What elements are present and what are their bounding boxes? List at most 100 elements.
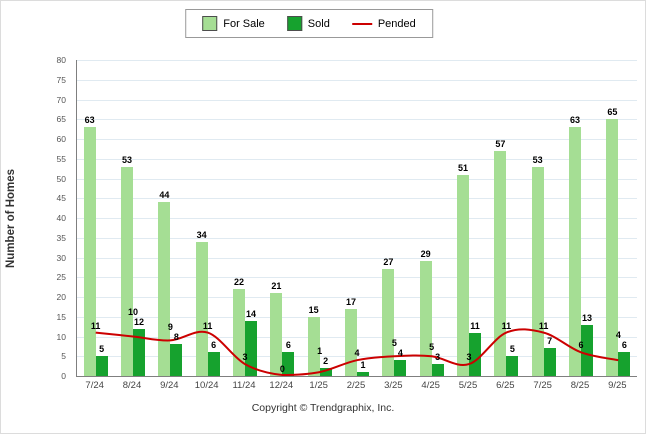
for-sale-value-label: 44: [159, 190, 170, 201]
x-axis: 7/24 8/24 9/24 10/24 11/24 12/24 1/25 2/25 3/25 4…: [76, 380, 636, 394]
y-tick-label: 25: [56, 272, 66, 283]
gridline: [77, 277, 637, 279]
x-tick-label: 4/25: [421, 380, 440, 391]
for-sale-bar: [531, 166, 544, 376]
sold-value-label: 1: [360, 360, 366, 371]
sold-value-label: 8: [173, 332, 179, 343]
x-tick-label: 11/24: [232, 380, 256, 391]
gridline: [77, 198, 637, 200]
sold-value-label: 3: [435, 352, 441, 363]
x-tick-label: 7/25: [533, 380, 552, 391]
sold-bar: [543, 348, 556, 376]
sold-bar: [357, 372, 369, 376]
legend-item-pended: Pended: [351, 17, 416, 30]
sold-bar: [245, 320, 257, 376]
for-sale-value-label: 21: [271, 281, 282, 292]
pended-value-label: 6: [578, 340, 584, 351]
pended-value-label: 3: [466, 352, 472, 363]
x-tick-label: 9/24: [160, 380, 179, 391]
pended-value-label: 11: [538, 320, 549, 331]
legend-label-pended: Pended: [377, 17, 416, 30]
sold-swatch-icon: [286, 16, 302, 31]
sold-bar: [133, 328, 145, 376]
y-tick-label: 50: [56, 173, 66, 184]
sold-bar: [282, 352, 295, 376]
pended-value-label: 10: [127, 306, 138, 317]
y-tick-label: 10: [56, 331, 66, 342]
for-sale-bar: [419, 261, 432, 376]
sold-value-label: 13: [581, 312, 592, 323]
y-tick-label: 0: [61, 371, 66, 381]
gridline: [77, 60, 637, 61]
for-sale-value-label: 57: [495, 138, 506, 149]
for-sale-bar: [195, 241, 208, 376]
for-sale-bar: [382, 269, 395, 376]
y-axis: 0 5 10 15 20 25 30 35 40 45 50 55 60 65 70 75 80: [1, 55, 71, 381]
y-tick-label: 65: [56, 114, 66, 125]
y-tick-label: 40: [56, 213, 66, 223]
sold-value-label: 6: [211, 340, 217, 351]
pended-value-label: 5: [429, 342, 435, 353]
legend: For Sale Sold Pended: [185, 9, 433, 38]
sold-value-label: 7: [547, 336, 553, 347]
sold-bar: [319, 368, 332, 376]
x-tick-label: 8/24: [122, 380, 142, 391]
copyright-text: Copyright © Trendgraphix, Inc.: [251, 402, 395, 414]
x-tick-label: 8/25: [570, 380, 590, 391]
x-tick-label: 1/25: [309, 380, 328, 391]
for-sale-value-label: 53: [532, 154, 543, 165]
y-tick-label: 60: [56, 134, 66, 144]
pended-line: [95, 328, 619, 376]
gridline: [77, 336, 637, 338]
x-tick-label: 5/25: [458, 380, 478, 391]
y-tick-label: 20: [56, 292, 66, 302]
y-tick-label: 45: [56, 193, 66, 204]
sold-value-label: 4: [397, 348, 403, 359]
x-tick-label: 2/25: [346, 380, 366, 391]
pended-value-label: 9: [167, 322, 173, 333]
for-sale-bar: [345, 308, 357, 376]
gridline: [77, 178, 637, 180]
for-sale-bar: [158, 202, 171, 376]
legend-label-for-sale: For Sale: [223, 17, 265, 30]
y-tick-label: 5: [61, 351, 66, 362]
gridline: [77, 237, 637, 239]
gridline: [77, 316, 637, 318]
sold-bar: [95, 356, 108, 376]
for-sale-value-label: 63: [569, 115, 580, 126]
gridline: [77, 257, 637, 259]
for-sale-bar: [233, 289, 245, 376]
x-tick-label: 7/24: [85, 380, 104, 391]
for-sale-bar: [606, 119, 619, 376]
sold-bar: [581, 324, 593, 376]
sold-value-label: 6: [621, 340, 627, 351]
sold-bar: [394, 360, 407, 376]
sold-value-label: 5: [99, 344, 105, 355]
x-tick-label: 12/24: [269, 380, 294, 391]
legend-label-sold: Sold: [307, 17, 330, 30]
x-tick-label: 3/25: [384, 380, 403, 391]
for-sale-bar: [83, 127, 96, 376]
for-sale-value-label: 63: [84, 115, 95, 126]
for-sale-value-label: 17: [345, 296, 356, 307]
sold-value-label: 11: [470, 320, 480, 331]
y-tick-label: 70: [56, 94, 66, 105]
sold-value-label: 14: [245, 308, 256, 319]
pended-value-label: 3: [242, 352, 248, 363]
legend-item-sold: Sold: [286, 16, 330, 31]
for-sale-swatch-icon: [202, 16, 218, 31]
pended-value-label: 11: [90, 320, 101, 331]
y-tick-label: 35: [56, 232, 66, 243]
sold-value-label: 6: [285, 340, 291, 351]
x-tick-label: 6/25: [496, 380, 515, 391]
y-tick-label: 55: [56, 153, 66, 164]
for-sale-bar: [457, 174, 469, 376]
y-tick-label: 80: [56, 55, 66, 65]
y-tick-label: 15: [56, 311, 66, 322]
for-sale-value-label: 22: [233, 277, 244, 288]
pended-value-label: 5: [391, 338, 397, 349]
for-sale-value-label: 53: [121, 154, 132, 165]
for-sale-value-label: 15: [308, 304, 319, 315]
pended-line-swatch-icon: [351, 22, 372, 25]
